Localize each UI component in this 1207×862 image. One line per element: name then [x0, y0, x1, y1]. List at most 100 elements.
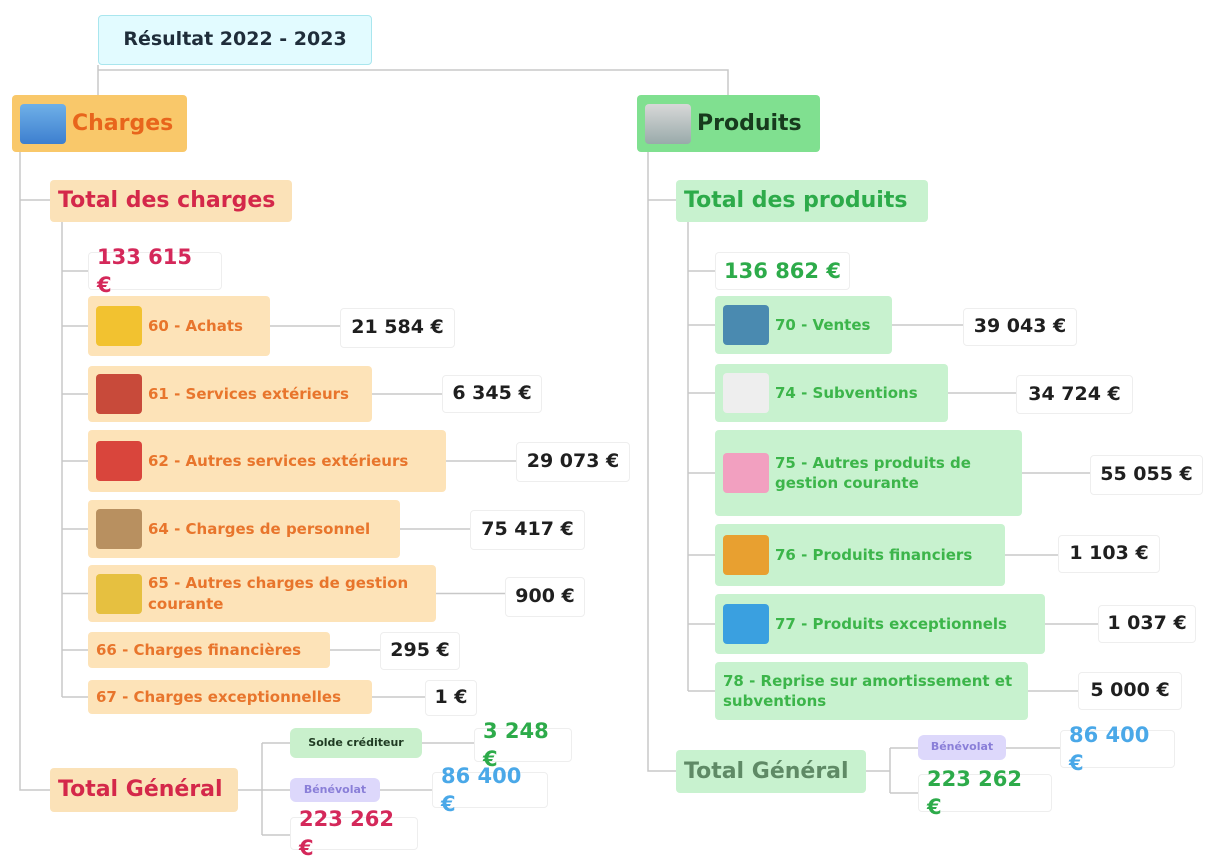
icon: [96, 306, 142, 346]
item-label-text: 61 - Services extérieurs: [148, 384, 349, 403]
general-total: 223 262 €: [918, 767, 1052, 819]
item-value: 75 417 €: [470, 510, 585, 550]
item-value-text: 1 037 €: [1107, 612, 1187, 635]
total-label: Total des charges: [50, 180, 292, 222]
item-value-text: 6 345 €: [452, 382, 532, 405]
icon: [723, 535, 769, 575]
item-label: 65 - Autres charges de gestion courante: [88, 565, 436, 622]
total-label: Total des produits: [676, 180, 928, 222]
root-node-text: Résultat 2022 - 2023: [123, 28, 347, 51]
item-value-text: 34 724 €: [1028, 382, 1121, 405]
item-value-text: 29 073 €: [526, 450, 620, 473]
icon: [723, 305, 769, 345]
tag: Bénévolat: [290, 778, 380, 802]
icon: [723, 453, 769, 493]
item-value-text: 1 103 €: [1069, 542, 1149, 565]
icon: [96, 509, 142, 549]
item-value-text: 5 000 €: [1090, 679, 1170, 702]
item-value-text: 39 043 €: [973, 315, 1067, 338]
tag-text: Bénévolat: [930, 740, 994, 754]
item-label: 77 - Produits exceptionnels: [715, 594, 1045, 654]
item-label-text: 74 - Subventions: [775, 383, 918, 402]
icon: [723, 373, 769, 413]
total-value-text: 136 862 €: [724, 258, 841, 283]
general-total-text: 223 262 €: [299, 807, 394, 860]
item-label: 60 - Achats: [88, 296, 270, 356]
icon: [96, 441, 142, 481]
item-label-text: 60 - Achats: [148, 316, 243, 335]
general-total-text: 223 262 €: [927, 766, 1022, 819]
item-value-text: 75 417 €: [481, 518, 574, 541]
tag-value: 86 400 €: [432, 764, 548, 816]
total-label-text: Total des produits: [684, 188, 908, 214]
item-value: 900 €: [505, 577, 585, 617]
branch-header-text: Produits: [697, 110, 802, 136]
branch-header-text: Charges: [72, 110, 174, 136]
item-label: 61 - Services extérieurs: [88, 366, 372, 422]
item-label-text: 75 - Autres produits de gestion courante: [775, 453, 971, 492]
item-value: 21 584 €: [340, 308, 455, 348]
item-label: 75 - Autres produits de gestion courante: [715, 430, 1022, 516]
item-label-text: 66 - Charges financières: [96, 640, 302, 659]
item-value-text: 900 €: [515, 585, 575, 608]
tag-value: 86 400 €: [1060, 723, 1175, 775]
total-value: 133 615 €: [88, 245, 222, 297]
item-value: 55 055 €: [1090, 455, 1203, 495]
item-value-text: 21 584 €: [351, 316, 444, 339]
icon: [645, 103, 691, 144]
total-value-text: 133 615 €: [97, 244, 192, 297]
icon: [723, 604, 769, 644]
tag-value-text: 86 400 €: [1069, 722, 1150, 775]
tag-value-text: 3 248 €: [483, 718, 549, 771]
item-value: 5 000 €: [1078, 672, 1182, 710]
general-label-text: Total Général: [58, 777, 223, 803]
item-value: 6 345 €: [442, 375, 542, 413]
total-label-text: Total des charges: [58, 188, 276, 214]
branch-header: Produits: [637, 95, 820, 152]
tag-value: 3 248 €: [474, 719, 572, 771]
item-value: 1 037 €: [1098, 605, 1196, 643]
item-label-text: 67 - Charges exceptionnelles: [96, 687, 341, 706]
icon: [96, 374, 142, 414]
item-label: 67 - Charges exceptionnelles: [88, 680, 372, 714]
icon: [96, 573, 142, 614]
branch-header: Charges: [12, 95, 187, 152]
item-value-text: 1 €: [434, 686, 468, 709]
item-value: 39 043 €: [963, 308, 1077, 346]
item-label: 76 - Produits financiers: [715, 524, 1005, 586]
item-value-text: 295 €: [390, 639, 450, 662]
item-value: 29 073 €: [516, 442, 630, 482]
item-label: 64 - Charges de personnel: [88, 500, 400, 558]
item-label-text: 62 - Autres services extérieurs: [148, 451, 409, 470]
item-value: 34 724 €: [1016, 375, 1133, 414]
item-value: 1 103 €: [1058, 535, 1160, 573]
general-label: Total Général: [676, 750, 866, 793]
item-label-text: 70 - Ventes: [775, 315, 871, 334]
item-value-text: 55 055 €: [1100, 463, 1193, 486]
tag: Bénévolat: [918, 735, 1006, 760]
item-label-text: 77 - Produits exceptionnels: [775, 614, 1007, 633]
tag: Solde créditeur: [290, 728, 422, 758]
root-node: Résultat 2022 - 2023: [98, 15, 372, 65]
item-label-text: 64 - Charges de personnel: [148, 519, 371, 538]
item-label: 70 - Ventes: [715, 296, 892, 354]
tag-text: Solde créditeur: [308, 735, 404, 749]
general-total: 223 262 €: [290, 807, 418, 860]
item-label: 78 - Reprise sur amortissement et subven…: [715, 662, 1028, 720]
total-value: 136 862 €: [715, 252, 850, 290]
item-value: 295 €: [380, 632, 460, 670]
general-label: Total Général: [50, 768, 238, 812]
item-label: 66 - Charges financières: [88, 632, 330, 668]
item-label-text: 76 - Produits financiers: [775, 545, 973, 564]
connector: [380, 742, 474, 791]
item-label-text: 78 - Reprise sur amortissement et subven…: [723, 671, 1013, 710]
item-label: 62 - Autres services extérieurs: [88, 430, 446, 492]
general-label-text: Total Général: [684, 758, 849, 784]
icon: [20, 103, 66, 144]
item-label-text: 65 - Autres charges de gestion courante: [148, 574, 409, 613]
item-value: 1 €: [425, 680, 477, 716]
tag-text: Bénévolat: [303, 782, 367, 796]
item-label: 74 - Subventions: [715, 364, 948, 422]
